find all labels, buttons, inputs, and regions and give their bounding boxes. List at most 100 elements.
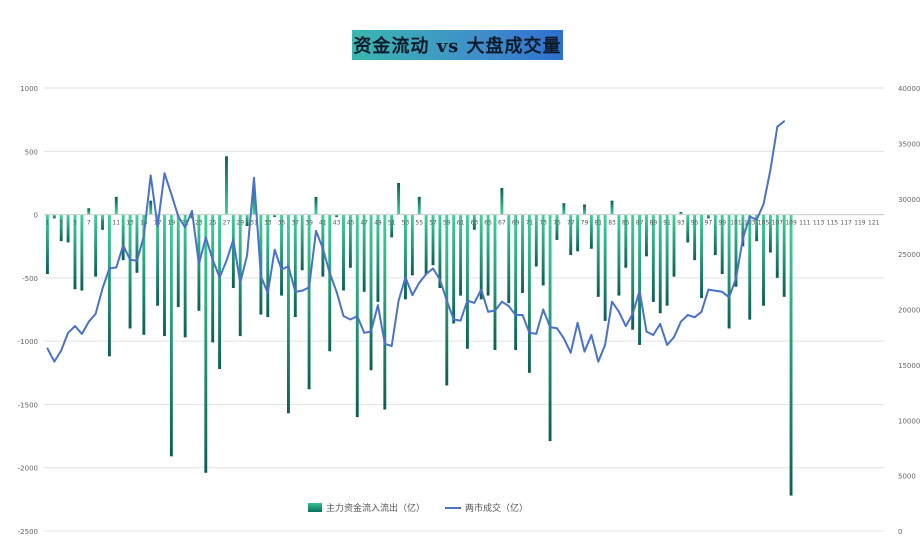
volume-point: [432, 267, 434, 270]
x-tick-label: 95: [691, 220, 699, 227]
x-tick-label: 103: [744, 220, 756, 227]
x-tick-label: 81: [594, 220, 602, 227]
bar: [266, 214, 270, 318]
x-tick-label: 51: [388, 220, 396, 227]
x-tick-label: 45: [347, 220, 355, 227]
legend-label-bars: 主力资金流入流出（亿）: [326, 504, 426, 514]
bar: [727, 214, 731, 329]
bar: [390, 214, 394, 238]
bar: [679, 212, 683, 215]
x-tick-label: 89: [650, 220, 658, 227]
volume-point: [549, 326, 551, 329]
volume-point: [700, 310, 703, 313]
bar: [101, 214, 104, 230]
x-tick-label: 39: [305, 220, 313, 227]
volume-point: [80, 332, 83, 335]
x-tick-label: 113: [813, 220, 825, 227]
volume-point: [122, 244, 125, 247]
bar: [417, 196, 421, 215]
x-tick-label: 101: [730, 220, 742, 227]
volume-point: [452, 318, 455, 321]
bar: [314, 196, 318, 215]
volume-point: [659, 322, 662, 325]
bar: [693, 214, 697, 261]
x-tick-label: 91: [663, 220, 671, 227]
legend-item-line[interactable]: 两市成交（亿）: [445, 501, 528, 514]
volume-point: [301, 289, 304, 292]
volume-point: [115, 266, 118, 269]
bar: [328, 214, 332, 352]
bar: [156, 214, 160, 306]
bar: [479, 214, 483, 300]
bar: [94, 214, 98, 277]
volume-point: [142, 235, 145, 238]
volume-line: [46, 120, 785, 363]
right-tick-label: 0: [898, 528, 902, 535]
x-tick-label: 19: [168, 220, 176, 227]
x-tick-label: 77: [567, 220, 575, 227]
volume-point: [618, 310, 620, 313]
x-tick-label: 97: [705, 220, 713, 227]
bar: [342, 214, 345, 291]
volume-point: [163, 172, 166, 175]
legend-item-bars[interactable]: 主力资金流入流出（亿）: [308, 501, 425, 514]
bar: [107, 214, 111, 357]
x-tick-label: 107: [772, 220, 784, 227]
chart-title-box: 资金流动 vs 大盘成交量: [352, 30, 563, 60]
x-tick-label: 63: [471, 220, 479, 227]
x-tick-label: 79: [581, 220, 589, 227]
x-tick-label: 15: [140, 220, 148, 227]
x-tick-label: 33: [264, 220, 272, 227]
volume-point: [225, 259, 228, 262]
x-tick-label: 9: [101, 220, 105, 227]
volume-point: [377, 304, 379, 306]
volume-point: [246, 254, 249, 257]
bar: [603, 214, 607, 321]
volume-point: [597, 360, 600, 363]
bar: [762, 214, 765, 306]
bar: [500, 187, 504, 215]
bar: [755, 214, 759, 242]
bar: [362, 214, 366, 292]
left-tick-label: -1000: [18, 338, 38, 346]
bar: [514, 214, 518, 351]
bar: [238, 214, 242, 337]
bar: [225, 156, 228, 215]
volume-point: [211, 258, 214, 261]
right-tick-label: 20000: [898, 307, 920, 315]
volume-point: [259, 275, 262, 278]
volume-point: [590, 334, 593, 336]
bar: [596, 214, 600, 297]
left-tick-label: -2000: [18, 465, 38, 473]
bar: [231, 214, 235, 288]
x-tick-label: 87: [636, 220, 644, 227]
bar: [66, 214, 70, 243]
volume-point: [673, 336, 675, 339]
bar: [486, 214, 490, 296]
bar: [245, 214, 249, 226]
bar: [527, 214, 531, 373]
bar: [335, 214, 339, 218]
left-tick-label: 1000: [20, 85, 38, 93]
bar: [183, 214, 187, 338]
legend-label-line: 两市成交（亿）: [465, 504, 529, 514]
bar: [163, 214, 166, 337]
volume-point: [239, 282, 242, 284]
volume-point: [473, 301, 476, 304]
volume-point: [273, 248, 276, 251]
volume-point: [67, 331, 69, 334]
volume-point: [253, 176, 255, 179]
bar: [672, 214, 676, 277]
volume-point: [74, 325, 76, 328]
bar: [782, 214, 786, 297]
volume-point: [294, 290, 297, 293]
volume-point: [60, 349, 63, 352]
x-tick-label: 27: [223, 220, 231, 227]
volume-point: [418, 282, 421, 284]
bar: [87, 208, 91, 215]
bar: [651, 214, 655, 302]
bar: [706, 214, 710, 219]
x-tick-label: 23: [195, 220, 203, 227]
volume-point: [569, 351, 572, 354]
